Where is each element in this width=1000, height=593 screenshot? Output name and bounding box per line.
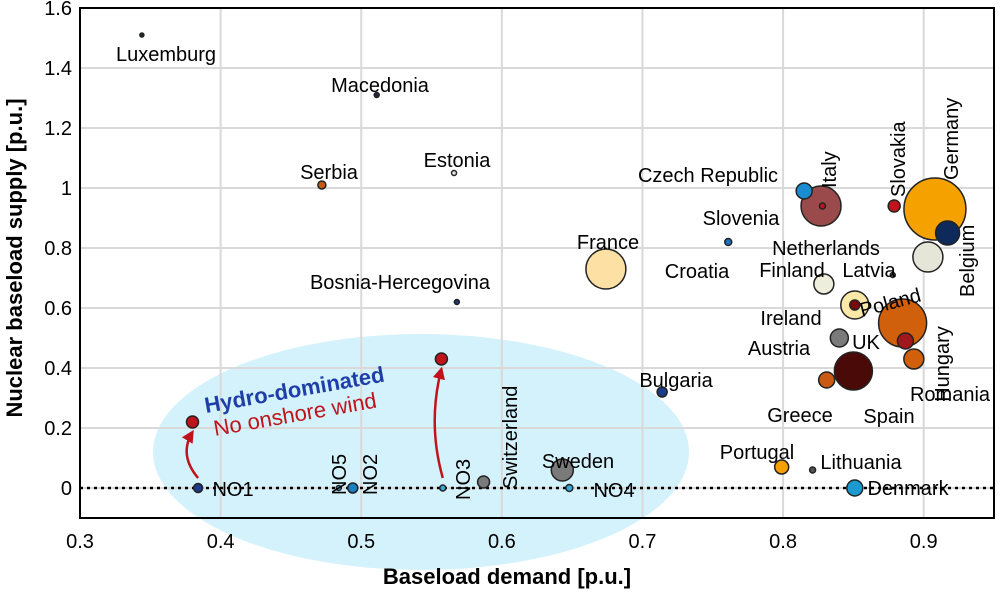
point-label: NO4 [593,480,634,502]
point-no2 [347,482,359,494]
point-label: Luxemburg [116,44,216,66]
point-label: Latvia [842,260,896,282]
y-axis-title: Nuclear baseload supply [p.u.] [2,98,27,417]
arrows [181,366,445,479]
point-slovakia [887,199,901,213]
wind-arrow [432,366,445,479]
point-label: Macedonia [331,75,430,97]
point-label: Czech Republic [638,165,778,187]
x-tick-label: 0.8 [769,531,797,553]
point-denmark [846,479,864,497]
point-label: NO1 [212,479,253,501]
point-croatia [723,237,733,247]
point-no-wind [185,415,200,429]
point-label: Ireland [760,308,821,330]
y-tick-label: 1.6 [44,0,72,20]
x-tick-label: 0.4 [207,531,235,553]
point-label: Finland [759,260,825,282]
point-label: Slovakia [888,121,910,197]
x-tick-label: 0.9 [910,531,938,553]
point-label: Romania [910,384,991,406]
point-bosnia-hercegovina [453,298,461,306]
point-label: Spain [863,406,914,428]
point-label: Bulgaria [639,370,713,392]
point-greece [817,371,836,389]
point-spain [833,351,874,391]
y-tick-label: 0.6 [44,298,72,320]
point-label: Switzerland [500,386,522,489]
point-label: UK [852,332,880,354]
point-no5 [335,484,342,492]
y-tick-label: 1 [61,178,72,200]
point-label: NO3 [453,459,475,500]
point-austria [829,328,850,348]
point-label: Portugal [720,442,795,464]
point-label: Denmark [867,478,949,500]
x-tick-label: 0.6 [488,531,516,553]
x-tick-label: 0.3 [66,531,94,553]
point-no-wind [434,352,449,366]
point-serbia [317,180,327,190]
y-tick-labels: 0 0.2 0.4 0.6 0.8 1 1.2 1.4 1.6 [44,0,72,500]
point-ireland [849,299,861,311]
point-latvia [889,271,897,279]
point-no1 [192,482,204,494]
point-label: NO5 [329,454,351,495]
y-tick-label: 1.4 [44,58,72,80]
point-estonia [450,169,458,177]
point-portugal [773,459,790,475]
x-tick-label: 0.7 [629,531,657,553]
point-no3 [439,484,447,492]
y-tick-label: 0 [61,478,72,500]
point-label: France [577,232,639,254]
point-france [585,248,627,290]
point-label: Italy [819,151,841,188]
wind-arrow [181,429,200,479]
x-tick-labels: 0.3 0.4 0.5 0.6 0.7 0.8 0.9 [66,531,938,553]
point-label: Greece [767,405,833,427]
y-tick-label: 0.4 [44,358,72,380]
y-tick-label: 0.8 [44,238,72,260]
point-belgium [934,220,961,246]
point-labels: Luxemburg Macedonia Serbia Estonia Bosnia-He… [116,44,991,502]
point-label: Bosnia-Hercegovina [310,272,491,294]
point-czech-republic [795,182,813,200]
point-label: Belgium [957,225,979,297]
x-axis-title: Baseload demand [p.u.] [383,564,631,589]
point-label: Germany [941,98,963,180]
point-label: Sweden [542,451,614,473]
point-luxemburg [139,32,145,38]
point-uk [896,332,915,350]
hydro-dominated-region [153,334,689,570]
point-sweden [550,458,575,482]
point-bulgaria [656,386,668,398]
point-lithuania [808,466,817,474]
y-tick-label: 1.2 [44,118,72,140]
point-macedonia [373,91,380,99]
point-label: Hungary [932,326,954,402]
point-finland [813,273,835,295]
point-label: Serbia [300,162,359,184]
point-no4 [565,483,574,493]
point-romania [903,348,925,370]
plot-frame [79,7,995,519]
point-label: Croatia [665,261,730,283]
point-label: NO2 [360,454,382,495]
point-switzerland [476,475,491,489]
point-label: Lithuania [820,452,902,474]
point-label: Netherlands [772,238,880,260]
point-label: Austria [748,338,811,360]
point-label: Slovenia [703,208,781,230]
y-tick-label: 0.2 [44,418,72,440]
point-netherlands [912,241,944,273]
point-label: Estonia [424,150,492,172]
data-points [139,32,967,497]
x-tick-label: 0.5 [347,531,375,553]
point-slovenia [818,202,827,210]
